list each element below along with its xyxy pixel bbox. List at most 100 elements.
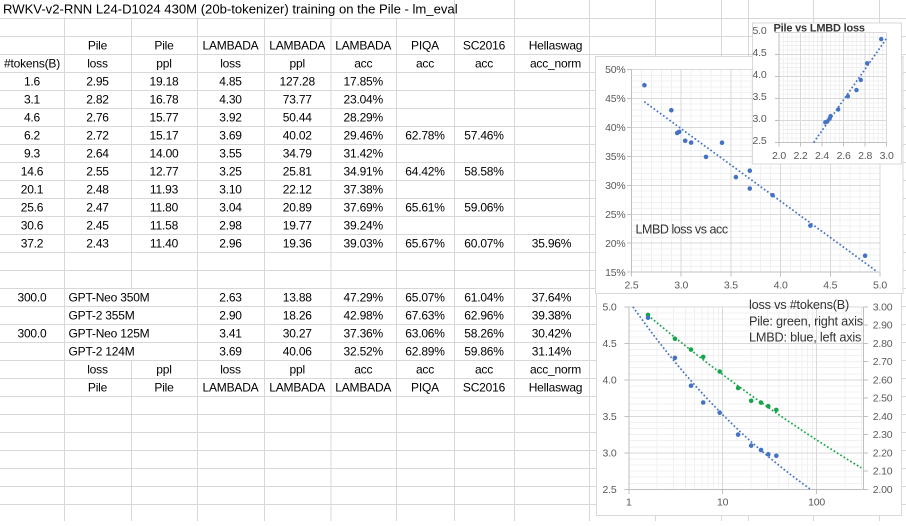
- svg-text:Pile: Pile: [88, 381, 108, 395]
- svg-text:1: 1: [626, 496, 632, 508]
- svg-text:loss vs #tokens(B): loss vs #tokens(B): [749, 298, 849, 312]
- svg-text:23.04%: 23.04%: [344, 93, 384, 107]
- svg-text:3.10: 3.10: [219, 183, 242, 197]
- svg-text:2.6: 2.6: [837, 150, 851, 162]
- svg-text:4.0: 4.0: [603, 374, 617, 386]
- svg-text:acc: acc: [475, 363, 493, 377]
- svg-text:2.90: 2.90: [873, 320, 893, 332]
- svg-text:3.5: 3.5: [724, 280, 738, 292]
- svg-text:4.0: 4.0: [774, 280, 788, 292]
- svg-text:PIQA: PIQA: [411, 381, 439, 395]
- svg-text:3.69: 3.69: [219, 345, 242, 359]
- svg-text:67.63%: 67.63%: [405, 309, 445, 323]
- svg-text:31.14%: 31.14%: [532, 345, 572, 359]
- svg-text:SC2016: SC2016: [463, 381, 506, 395]
- svg-text:35.96%: 35.96%: [532, 237, 572, 251]
- svg-text:acc: acc: [354, 57, 372, 71]
- svg-text:4.30: 4.30: [219, 93, 242, 107]
- svg-text:15.77: 15.77: [149, 111, 179, 125]
- svg-text:19.77: 19.77: [283, 219, 313, 233]
- svg-text:11.80: 11.80: [150, 201, 179, 215]
- svg-text:Pile: Pile: [88, 39, 108, 53]
- svg-text:4.5: 4.5: [603, 338, 617, 350]
- svg-text:2.5: 2.5: [603, 484, 617, 496]
- svg-text:4.6: 4.6: [24, 111, 41, 125]
- svg-text:37.36%: 37.36%: [344, 327, 384, 341]
- svg-text:39.38%: 39.38%: [532, 309, 572, 323]
- svg-text:73.77: 73.77: [283, 93, 313, 107]
- svg-text:Pile: Pile: [154, 39, 174, 53]
- svg-text:Hellaswag: Hellaswag: [529, 39, 583, 53]
- svg-text:2.47: 2.47: [86, 201, 109, 215]
- svg-text:2.82: 2.82: [86, 93, 109, 107]
- svg-text:15%: 15%: [605, 267, 625, 279]
- svg-text:2.96: 2.96: [219, 237, 242, 251]
- svg-text:2.76: 2.76: [86, 111, 109, 125]
- svg-text:2.72: 2.72: [86, 129, 109, 143]
- svg-text:4.85: 4.85: [219, 75, 242, 89]
- svg-text:11.40: 11.40: [150, 237, 179, 251]
- svg-text:3.0: 3.0: [880, 150, 894, 162]
- svg-text:13.88: 13.88: [283, 291, 313, 305]
- svg-text:25.81: 25.81: [283, 165, 313, 179]
- svg-text:GPT-2 124M: GPT-2 124M: [69, 345, 135, 359]
- svg-text:Pile: green, right axis: Pile: green, right axis: [749, 314, 863, 328]
- svg-text:2.64: 2.64: [86, 147, 109, 161]
- svg-text:2.63: 2.63: [219, 291, 242, 305]
- svg-text:LAMBADA: LAMBADA: [203, 381, 259, 395]
- svg-text:31.42%: 31.42%: [344, 147, 384, 161]
- svg-text:37.64%: 37.64%: [532, 291, 572, 305]
- svg-text:GPT-2 355M: GPT-2 355M: [69, 309, 135, 323]
- svg-text:34.91%: 34.91%: [344, 165, 384, 179]
- svg-text:Hellaswag: Hellaswag: [529, 381, 583, 395]
- svg-text:2.40: 2.40: [873, 411, 893, 423]
- svg-text:SC2016: SC2016: [463, 39, 506, 53]
- svg-text:ppl: ppl: [156, 57, 171, 71]
- svg-text:32.52%: 32.52%: [344, 345, 384, 359]
- svg-text:10: 10: [717, 496, 729, 508]
- svg-text:3.25: 3.25: [219, 165, 242, 179]
- svg-text:16.78: 16.78: [149, 93, 179, 107]
- svg-text:loss: loss: [87, 363, 108, 377]
- svg-text:30.42%: 30.42%: [532, 327, 572, 341]
- svg-text:4.5: 4.5: [753, 47, 767, 59]
- svg-text:50.44: 50.44: [283, 111, 313, 125]
- svg-text:LAMBADA: LAMBADA: [335, 39, 391, 53]
- svg-text:57.46%: 57.46%: [464, 129, 504, 143]
- svg-text:2.43: 2.43: [86, 237, 109, 251]
- svg-text:2.48: 2.48: [86, 183, 109, 197]
- svg-text:15.17: 15.17: [149, 129, 179, 143]
- svg-text:22.12: 22.12: [283, 183, 313, 197]
- svg-text:60.07%: 60.07%: [464, 237, 504, 251]
- svg-text:ppl: ppl: [290, 57, 305, 71]
- svg-text:11.58: 11.58: [150, 219, 179, 233]
- svg-text:3.69: 3.69: [219, 129, 242, 143]
- svg-text:LAMBADA: LAMBADA: [269, 381, 325, 395]
- svg-text:Pile vs LMBD loss: Pile vs LMBD loss: [774, 23, 865, 35]
- svg-text:2.5: 2.5: [753, 135, 767, 147]
- svg-text:5.0: 5.0: [603, 301, 617, 313]
- svg-text:20.1: 20.1: [21, 183, 44, 197]
- svg-text:2.20: 2.20: [873, 448, 893, 460]
- svg-text:37.69%: 37.69%: [344, 201, 384, 215]
- svg-text:37.38%: 37.38%: [344, 183, 384, 197]
- svg-text:30%: 30%: [605, 180, 625, 192]
- svg-text:4.0: 4.0: [753, 69, 767, 81]
- svg-text:62.78%: 62.78%: [405, 129, 445, 143]
- svg-text:39.24%: 39.24%: [344, 219, 384, 233]
- svg-text:65.67%: 65.67%: [405, 237, 445, 251]
- svg-text:loss: loss: [220, 363, 241, 377]
- svg-text:65.07%: 65.07%: [405, 291, 445, 305]
- svg-text:LMBD: blue, left axis: LMBD: blue, left axis: [749, 331, 861, 345]
- svg-text:30.6: 30.6: [21, 219, 44, 233]
- svg-text:acc: acc: [416, 363, 434, 377]
- svg-text:4.5: 4.5: [823, 280, 837, 292]
- svg-text:20.89: 20.89: [283, 201, 313, 215]
- svg-text:3.92: 3.92: [219, 111, 242, 125]
- svg-text:62.96%: 62.96%: [464, 309, 504, 323]
- svg-text:ppl: ppl: [290, 363, 305, 377]
- svg-text:2.5: 2.5: [625, 280, 639, 292]
- svg-text:14.00: 14.00: [149, 147, 179, 161]
- svg-text:2.50: 2.50: [873, 393, 893, 405]
- svg-text:50%: 50%: [605, 64, 625, 76]
